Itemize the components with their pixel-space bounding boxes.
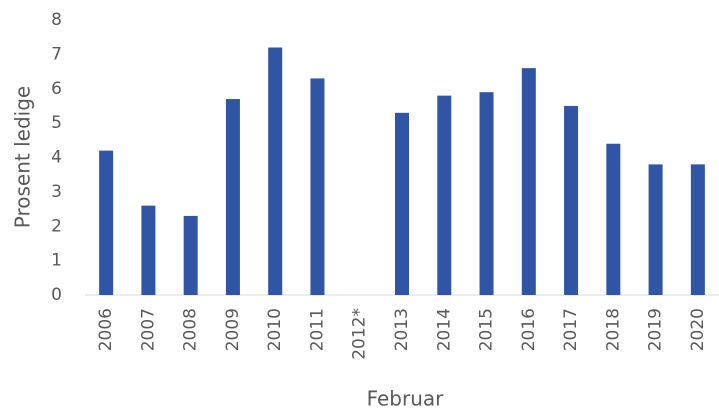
y-tick-label: 8 [51,10,62,30]
bar [225,99,240,295]
bar [99,150,114,295]
x-tick-label: 2010 [265,308,285,351]
bar [183,215,198,295]
x-tick-label: 2014 [434,308,454,351]
x-tick-label: 2011 [307,308,327,351]
x-tick-label: 2019 [646,308,666,351]
y-tick-label: 3 [51,182,62,202]
x-tick-label: 2009 [223,308,243,351]
y-tick-label: 1 [51,251,62,271]
y-tick-label: 4 [51,148,62,168]
x-tick-label: 2015 [477,308,497,351]
x-tick-label: 2006 [96,308,116,351]
x-tick-label: 2013 [392,308,412,351]
y-tick-label: 6 [51,79,62,99]
x-tick-label: 2018 [603,308,623,351]
bar [141,205,156,295]
y-tick-label: 5 [51,113,62,133]
y-axis-label: Prosent ledige [11,86,35,228]
y-tick-label: 2 [51,216,62,236]
x-tick-label: 2012* [350,308,370,360]
x-tick-label: 2007 [138,308,158,351]
bar [437,95,452,295]
bar [479,92,494,295]
x-tick-label: 2008 [181,308,201,351]
bar [690,164,705,295]
x-tick-label: 2017 [561,308,581,351]
bar [268,47,283,295]
bar [395,112,409,295]
bar [648,164,663,295]
bar [310,78,325,295]
x-tick-label: 2016 [519,308,539,351]
bar [564,105,579,295]
x-tick-label: 2020 [688,308,708,351]
x-axis-label: Februar [367,387,445,411]
bar [606,143,621,295]
y-tick-label: 7 [51,44,62,64]
y-tick-label: 0 [51,285,62,305]
bar [521,68,536,295]
